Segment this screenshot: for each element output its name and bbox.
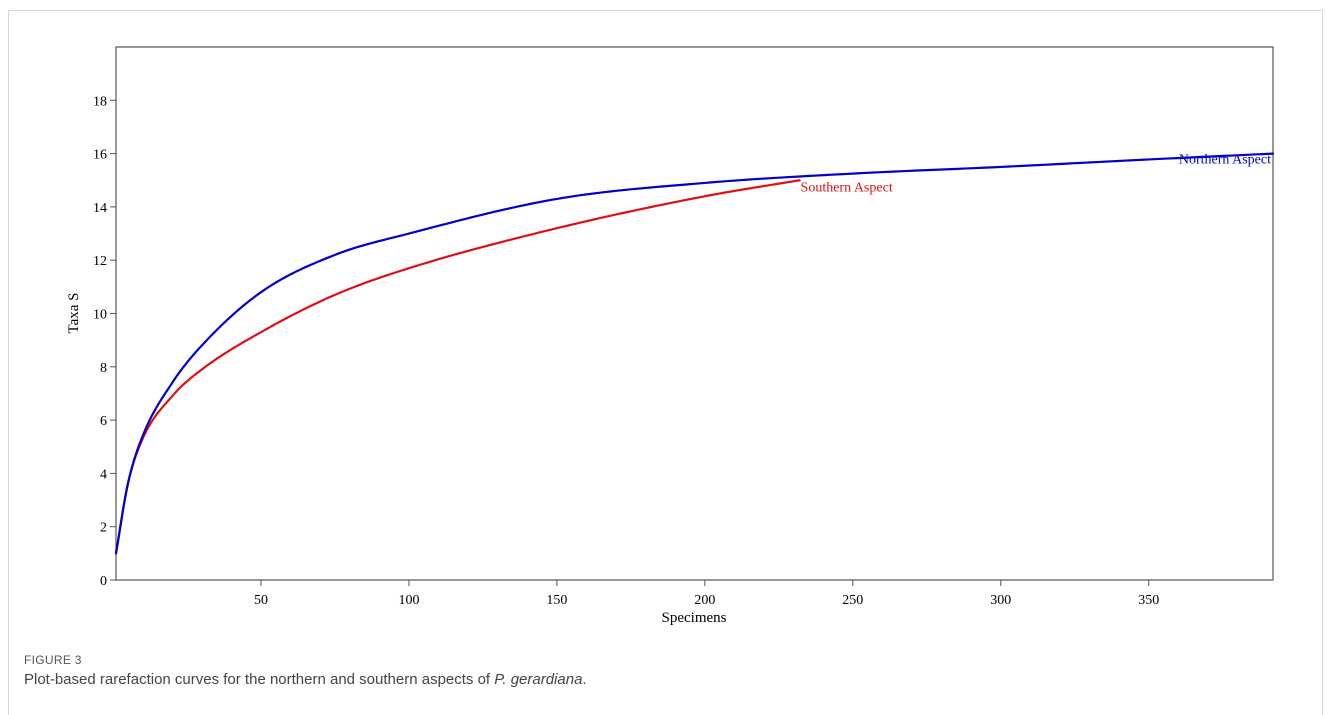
y-tick-label-8: 8 bbox=[100, 361, 107, 376]
caption-species-name: P. gerardiana bbox=[494, 671, 583, 688]
x-tick-label-200: 200 bbox=[694, 593, 715, 608]
x-axis-title: Specimens bbox=[662, 610, 727, 626]
series-labels: Southern Aspect Northern Aspect bbox=[801, 153, 1272, 196]
series-line-southern-aspect bbox=[114, 179, 801, 555]
y-tick-label-6: 6 bbox=[100, 414, 107, 429]
y-tick-label-2: 2 bbox=[100, 521, 107, 536]
figure-caption: FIGURE 3 Plot-based rarefaction curves f… bbox=[24, 653, 1304, 688]
figure-label: FIGURE 3 bbox=[24, 653, 82, 667]
caption-text-after: . bbox=[582, 671, 587, 688]
y-axis-title: Taxa S bbox=[66, 292, 82, 333]
plot-area-border bbox=[115, 46, 1274, 581]
y-tick-label-18: 18 bbox=[93, 94, 107, 109]
y-axis: 0 2 4 6 8 10 12 14 16 18 bbox=[93, 94, 116, 589]
x-tick-label-300: 300 bbox=[990, 593, 1011, 608]
y-tick-label-14: 14 bbox=[93, 201, 107, 216]
x-tick-label-250: 250 bbox=[842, 593, 863, 608]
y-tick-label-10: 10 bbox=[93, 308, 107, 323]
x-axis: 50 100 150 200 250 300 350 bbox=[254, 580, 1159, 608]
y-tick-label-16: 16 bbox=[93, 148, 107, 163]
series-line-northern-aspect bbox=[114, 152, 1275, 555]
series-label-northern-aspect: Northern Aspect bbox=[1179, 153, 1271, 168]
x-tick-label-350: 350 bbox=[1138, 593, 1159, 608]
x-tick-label-150: 150 bbox=[546, 593, 567, 608]
caption-text-before: Plot-based rarefaction curves for the no… bbox=[24, 671, 495, 688]
y-tick-label-0: 0 bbox=[100, 574, 107, 589]
y-tick-label-4: 4 bbox=[100, 467, 107, 482]
series-group bbox=[114, 152, 1275, 555]
figure-frame bbox=[8, 10, 1323, 715]
y-tick-label-12: 12 bbox=[93, 254, 107, 269]
caption-text: Plot-based rarefaction curves for the no… bbox=[24, 671, 1304, 688]
x-tick-label-50: 50 bbox=[254, 593, 268, 608]
x-tick-label-100: 100 bbox=[398, 593, 419, 608]
series-label-southern-aspect: Southern Aspect bbox=[801, 180, 893, 195]
